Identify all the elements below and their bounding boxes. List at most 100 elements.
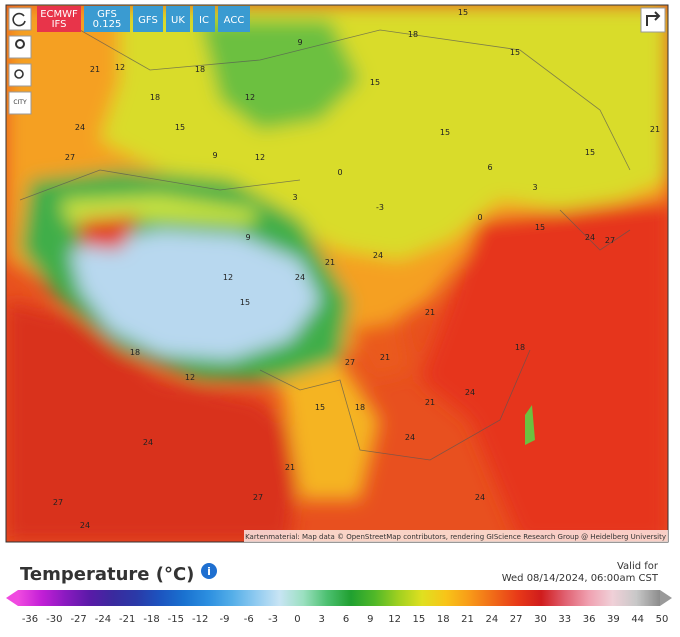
contour-label: 21 <box>325 258 335 267</box>
share-icon <box>646 11 661 26</box>
contour-label: 21 <box>425 308 435 317</box>
scale-tick-label: -30 <box>46 614 62 625</box>
legend-title: Temperature (°C) <box>20 564 194 585</box>
contour-label: 12 <box>115 63 125 72</box>
scale-tick-label: 36 <box>583 614 596 625</box>
scale-tick-label: -24 <box>95 614 111 625</box>
scale-tick-label: 30 <box>534 614 547 625</box>
contour-label: 15 <box>535 223 545 232</box>
contour-label: 24 <box>475 493 485 502</box>
contour-label: 12 <box>185 373 195 382</box>
contour-label: 15 <box>585 148 595 157</box>
contour-label: 24 <box>465 388 475 397</box>
scale-tick-label: -27 <box>70 614 86 625</box>
contour-label: 15 <box>370 78 380 87</box>
contour-label: 24 <box>405 433 415 442</box>
model-label: UK <box>171 15 185 26</box>
contour-label: 18 <box>130 348 140 357</box>
refresh-icon <box>12 12 26 27</box>
contour-label: 9 <box>297 38 302 47</box>
refresh-button[interactable] <box>8 7 32 31</box>
city-button[interactable] <box>8 91 32 115</box>
contour-label: 24 <box>295 273 305 282</box>
scale-tick-label: 27 <box>510 614 523 625</box>
scale-tick-label: 39 <box>607 614 620 625</box>
share-button[interactable] <box>640 7 666 33</box>
model-button[interactable] <box>218 6 250 32</box>
scale-tick-label: -36 <box>22 614 38 625</box>
contour-label: 18 <box>515 343 525 352</box>
model-button[interactable] <box>166 6 190 32</box>
contour-label: 21 <box>380 353 390 362</box>
contour-label: 15 <box>175 123 185 132</box>
model-button[interactable] <box>133 6 163 32</box>
contour-label: 3 <box>532 183 537 192</box>
contour-label: -3 <box>376 203 384 212</box>
contour-label: 15 <box>510 48 520 57</box>
contour-label: 3 <box>292 193 297 202</box>
contour-label: 12 <box>255 153 265 162</box>
model-label: ACC <box>224 15 245 26</box>
map[interactable]: 15 18 15 12 9 21 18 15 12 15 21 24 27 18 15 12 9 6 3 0 -3 0 3 9… <box>6 5 668 542</box>
contour-label: 9 <box>245 233 250 242</box>
scale-tick-label: 6 <box>343 614 349 625</box>
contour-label: 21 <box>425 398 435 407</box>
contour-label: 15 <box>440 128 450 137</box>
contour-label: 12 <box>223 273 233 282</box>
scale-arrow-left <box>6 590 18 606</box>
contour-label: 27 <box>605 236 615 245</box>
contour-label: 15 <box>458 8 468 17</box>
scale-tick-label: -15 <box>168 614 184 625</box>
contour-label: 12 <box>245 93 255 102</box>
scale-tick-label: 24 <box>485 614 498 625</box>
scale-tick-label: -12 <box>192 614 208 625</box>
contour-label: 18 <box>355 403 365 412</box>
scale-arrow-right <box>660 590 672 606</box>
contour-label: 21 <box>285 463 295 472</box>
scale-tick-label: 15 <box>413 614 426 625</box>
scale-tick-label: -18 <box>143 614 159 625</box>
model-label: GFS <box>138 15 158 26</box>
contour-label: 15 <box>240 298 250 307</box>
zoom-icon <box>14 69 24 79</box>
contour-label: 15 <box>315 403 325 412</box>
scale-tick-label: 0 <box>294 614 300 625</box>
attribution-bg <box>244 530 668 542</box>
model-button[interactable] <box>84 6 130 32</box>
contour-label: 24 <box>75 123 85 132</box>
contour-label: 21 <box>90 65 100 74</box>
location-icon <box>15 39 25 49</box>
attribution: Kartenmaterial: Map data © OpenStreetMap… <box>245 533 666 541</box>
contour-label: 27 <box>345 358 355 367</box>
valid-label: Valid for <box>617 561 659 572</box>
contour-label: 24 <box>80 521 90 530</box>
contour-label: 18 <box>195 65 205 74</box>
city-label: CITY <box>13 99 27 106</box>
contour-label: 27 <box>253 493 263 502</box>
contour-label: 18 <box>408 30 418 39</box>
contour-label: 0 <box>337 168 342 177</box>
contour-label: 18 <box>150 93 160 102</box>
contour-label: 24 <box>585 233 595 242</box>
scale-tick-label: 44 <box>631 614 644 625</box>
zoom-button[interactable] <box>8 63 32 87</box>
color-scale <box>18 590 660 606</box>
model-label: GFS 0.125 <box>93 9 122 30</box>
scale-tick-label: -3 <box>268 614 278 625</box>
scale-tick-label: 50 <box>656 614 669 625</box>
info-icon[interactable] <box>201 563 217 579</box>
scale-tick-label: 21 <box>461 614 474 625</box>
model-button[interactable] <box>193 6 215 32</box>
contour-label: 21 <box>650 125 660 134</box>
contour-label: 9 <box>212 151 217 160</box>
toolbar: CITY <box>8 7 666 115</box>
contour-label: 0 <box>477 213 482 222</box>
scale-tick-label: 3 <box>319 614 325 625</box>
contour-label: 6 <box>487 163 492 172</box>
model-button[interactable] <box>37 6 81 32</box>
scale-tick-label: 12 <box>388 614 401 625</box>
scale-tick-label: 18 <box>437 614 450 625</box>
contour-label: 24 <box>143 438 153 447</box>
model-label: IC <box>199 15 209 26</box>
